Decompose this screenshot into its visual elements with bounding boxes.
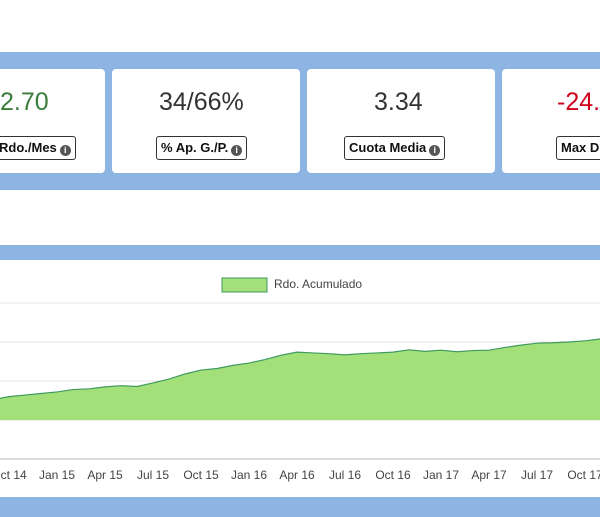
card-value: 3.34 bbox=[374, 88, 423, 116]
x-tick-label: Oct 16 bbox=[375, 468, 411, 482]
legend-swatch[interactable] bbox=[221, 277, 268, 293]
x-tick-label: Jan 16 bbox=[231, 468, 267, 482]
x-tick-label: Jan 17 bbox=[423, 468, 459, 482]
card-value: -24. bbox=[557, 88, 600, 116]
x-tick-label: Jan 15 bbox=[39, 468, 75, 482]
info-icon: i bbox=[231, 145, 243, 156]
x-tick-label: Apr 17 bbox=[471, 468, 507, 482]
legend-label[interactable]: Rdo. Acumulado bbox=[274, 277, 362, 291]
info-icon: i bbox=[59, 145, 71, 156]
card-label[interactable]: % Ap. G./P. i bbox=[156, 136, 248, 160]
area bbox=[0, 339, 600, 420]
x-tick-label: Oct 15 bbox=[183, 468, 219, 482]
chart: Oct 17 Jul 17 Apr 17 Jan 17 Oct 16 Jul 16 Apr … bbox=[0, 277, 600, 482]
x-tick-label: Jul 16 bbox=[329, 468, 361, 482]
card-value: 34/66% bbox=[159, 88, 244, 116]
x-tick-label: Jul 17 bbox=[521, 468, 553, 482]
card-value: 2.70 bbox=[0, 88, 49, 116]
card-label[interactable]: Max Di bbox=[556, 136, 600, 160]
x-tick-label: Oct 14 bbox=[0, 468, 27, 482]
info-icon: i bbox=[429, 145, 441, 156]
label-text: Max D bbox=[561, 140, 600, 155]
x-tick-label: Apr 16 bbox=[279, 468, 315, 482]
x-tick-label: Oct 17 bbox=[567, 468, 600, 482]
card-label[interactable]: Cuota Media i bbox=[344, 136, 446, 160]
label-text: % Ap. G./P. bbox=[161, 140, 229, 155]
x-tick-label: Jul 15 bbox=[137, 468, 169, 482]
card-label[interactable]: Rdo./Mes i bbox=[0, 136, 76, 160]
chart-band bbox=[0, 245, 600, 260]
x-tick-label: Apr 15 bbox=[87, 468, 123, 482]
bottom-band bbox=[0, 497, 600, 517]
label-text: Cuota Media bbox=[349, 140, 427, 155]
label-text: Rdo./Mes bbox=[0, 140, 57, 155]
area-line bbox=[0, 338, 600, 399]
